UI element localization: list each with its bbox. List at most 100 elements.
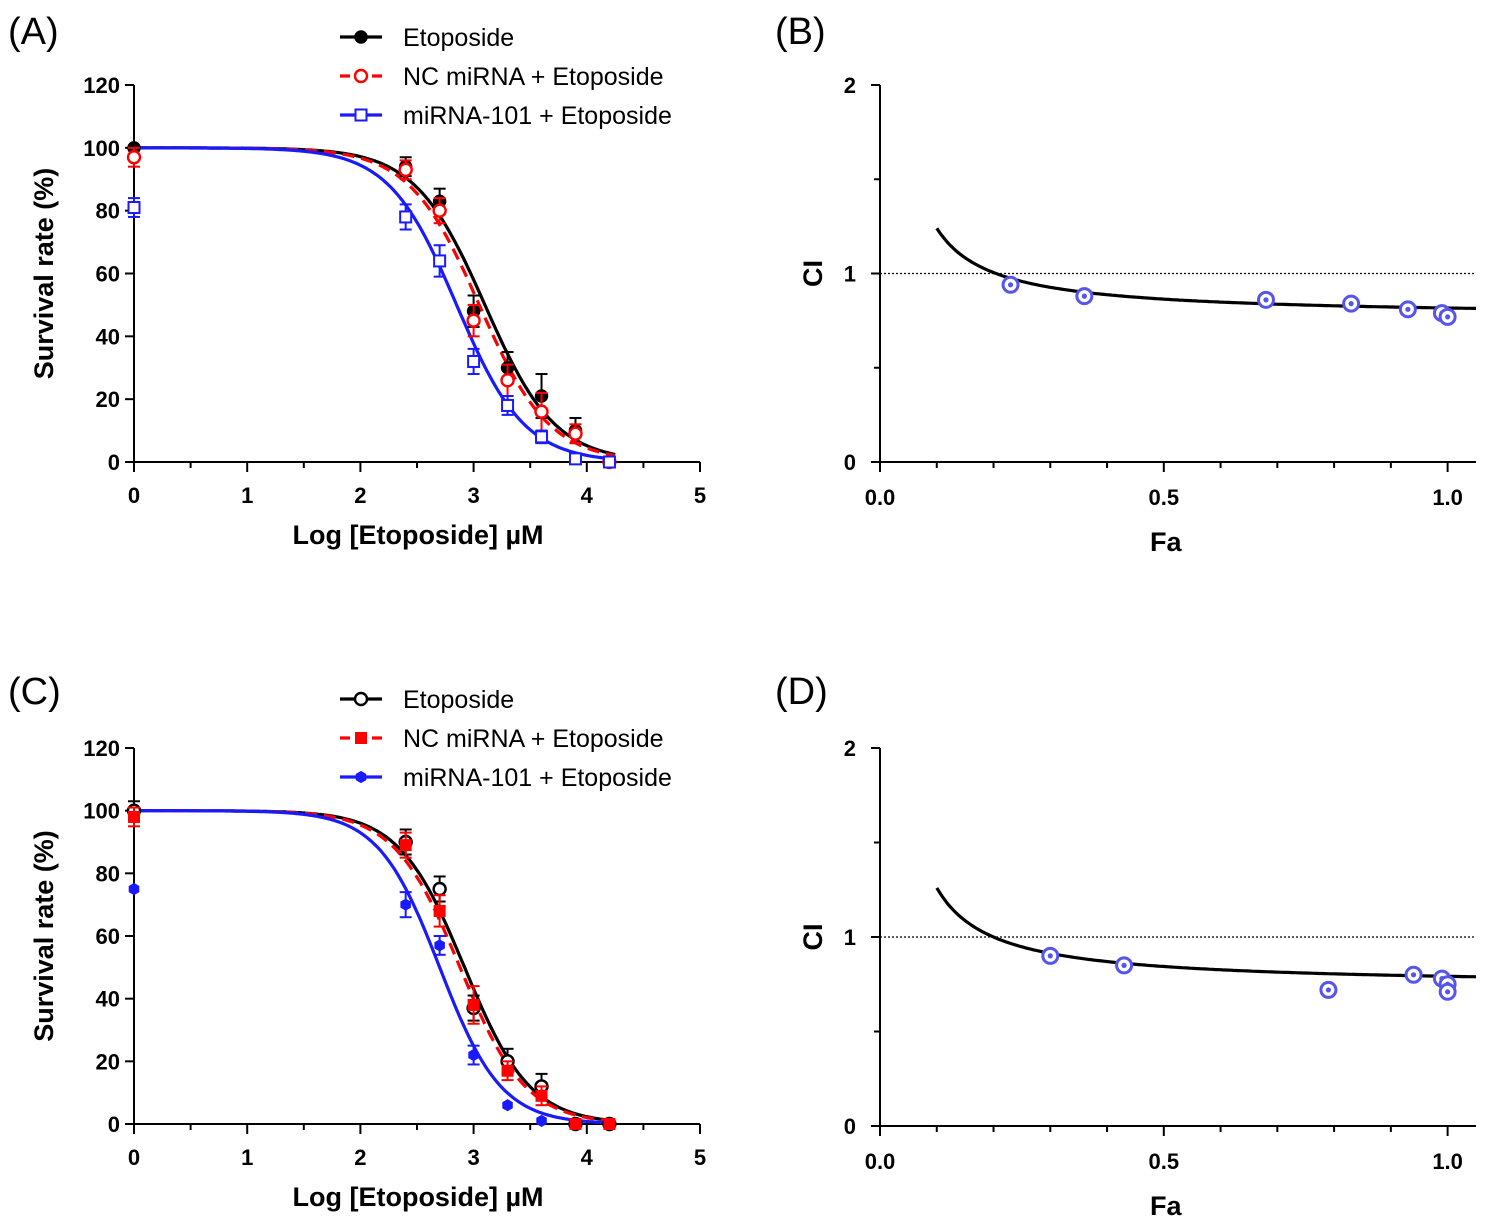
x-tick-label: 2 [354, 1145, 366, 1170]
data-point-series-3 [467, 354, 481, 368]
data-point-series-2 [126, 150, 142, 165]
y-axis-title: Survival rate (%) [29, 168, 59, 380]
data-point-series-2 [568, 426, 583, 441]
ci-data-point-center [1405, 306, 1411, 312]
y-tick-label: 40 [96, 324, 120, 349]
data-point-series-3 [536, 1114, 547, 1127]
y-tick-label: 1 [844, 925, 856, 950]
data-point-series-2 [501, 1064, 514, 1077]
data-point-series-3 [535, 430, 549, 444]
x-tick-label: 4 [581, 483, 594, 508]
data-point-series-2 [500, 373, 515, 388]
ci-data-point-center [1007, 282, 1014, 288]
y-tick-label: 0 [844, 450, 856, 475]
legend-marker [355, 732, 367, 744]
x-tick-label: 0.5 [1149, 1149, 1180, 1174]
data-point-series-2 [603, 1118, 616, 1130]
data-point-series-2 [128, 810, 140, 823]
fit-curve-3 [134, 809, 616, 1125]
x-tick-label: 1 [241, 1145, 253, 1170]
x-tick-label: 5 [694, 483, 706, 508]
x-axis-title: Log [Etoposide] µM [292, 1182, 543, 1212]
y-tick-label: 60 [96, 924, 120, 949]
x-tick-label: 2 [354, 483, 366, 508]
panel-d-label: (D) [775, 671, 828, 713]
x-tick-label: 4 [581, 1145, 594, 1170]
legend-label: NC miRNA + Etoposide [403, 725, 664, 753]
data-point-series-2 [432, 203, 447, 218]
data-point-series-3 [128, 882, 140, 896]
ci-data-point-center [1325, 987, 1332, 993]
ci-fit-curve [935, 887, 1477, 979]
data-point-series-3 [399, 210, 413, 224]
data-point-series-2 [433, 904, 446, 917]
ci-data-point-center [1445, 314, 1451, 320]
y-tick-label: 40 [96, 987, 120, 1012]
data-point-series-2 [467, 998, 480, 1011]
ci-chart-b: 0 1 2 0.0 0.5 1.0 Fa CI [798, 73, 1476, 557]
data-point-series-2 [535, 1089, 548, 1102]
data-point-series-3 [468, 1049, 479, 1062]
data-point-series-2 [569, 1118, 582, 1130]
dose-response-chart-c: 0 20 40 60 80 100 120 0 1 2 3 4 5 Log [Etoposide] µM S… [29, 686, 706, 1212]
x-tick-label: 5 [694, 1145, 706, 1170]
ci-chart-d: 0 1 2 0.0 0.5 1.0 Fa CI [798, 736, 1477, 1221]
data-point-series-2 [399, 839, 412, 852]
ci-data-point-center [1410, 972, 1417, 978]
x-axis-title: Fa [1150, 1191, 1182, 1221]
y-tick-label: 80 [96, 861, 120, 886]
y-tick-label: 120 [83, 736, 120, 761]
ci-data-point-center [1263, 297, 1269, 303]
data-point-series-2 [534, 404, 549, 419]
legend-label: miRNA-101 + Etoposide [403, 102, 672, 130]
legend-marker [353, 691, 369, 707]
legend-marker [355, 770, 367, 784]
panel-b-label: (B) [775, 11, 826, 53]
legend-label: Etoposide [403, 24, 514, 52]
ci-data-point-center [1121, 962, 1127, 968]
legend-label: NC miRNA + Etoposide [403, 63, 664, 91]
legend-marker [354, 30, 368, 44]
data-point-series-2 [398, 162, 413, 178]
y-axis-title: CI [798, 924, 828, 951]
data-point-series-2 [466, 313, 481, 328]
y-tick-label: 2 [844, 736, 856, 761]
y-tick-label: 1 [844, 262, 856, 287]
data-point-series-1 [432, 881, 447, 897]
y-tick-label: 0 [108, 1112, 120, 1137]
y-tick-label: 2 [844, 73, 856, 98]
x-tick-label: 0.0 [865, 1149, 896, 1174]
data-point-series-3 [602, 455, 616, 469]
data-point-series-3 [433, 254, 447, 268]
legend-label: miRNA-101 + Etoposide [403, 764, 672, 792]
data-point-series-3 [127, 201, 141, 215]
data-point-series-3 [434, 939, 445, 952]
ci-fit-curve [935, 227, 1476, 310]
data-point-series-3 [502, 1099, 513, 1112]
y-tick-label: 20 [96, 1049, 120, 1074]
x-axis-title: Log [Etoposide] µM [292, 520, 543, 550]
legend-marker [353, 68, 369, 84]
ci-data-point-center [1445, 989, 1451, 995]
x-tick-label: 1.0 [1432, 485, 1463, 510]
x-tick-label: 0.5 [1149, 485, 1180, 510]
legend-marker [354, 108, 368, 122]
y-tick-label: 60 [96, 262, 120, 287]
ci-data-point-center [1081, 293, 1087, 299]
y-tick-label: 100 [83, 799, 120, 824]
legend-label: Etoposide [403, 686, 514, 714]
x-tick-label: 1.0 [1432, 1149, 1463, 1174]
y-tick-label: 100 [83, 136, 120, 161]
data-point-series-3 [568, 452, 582, 466]
panel-c-label: (C) [8, 671, 61, 713]
y-axis-title: Survival rate (%) [29, 830, 59, 1042]
x-tick-label: 1 [241, 483, 253, 508]
y-axis-title: CI [798, 260, 828, 287]
ci-data-point-center [1047, 953, 1053, 959]
fit-curve-3 [134, 146, 616, 461]
dose-response-chart-a: 0 20 40 60 80 100 120 0 1 2 3 4 5 Log [Etoposide] µM S… [29, 24, 706, 550]
x-tick-label: 0.0 [865, 485, 896, 510]
ci-data-point-center [1348, 301, 1354, 307]
x-axis-title: Fa [1150, 527, 1182, 557]
